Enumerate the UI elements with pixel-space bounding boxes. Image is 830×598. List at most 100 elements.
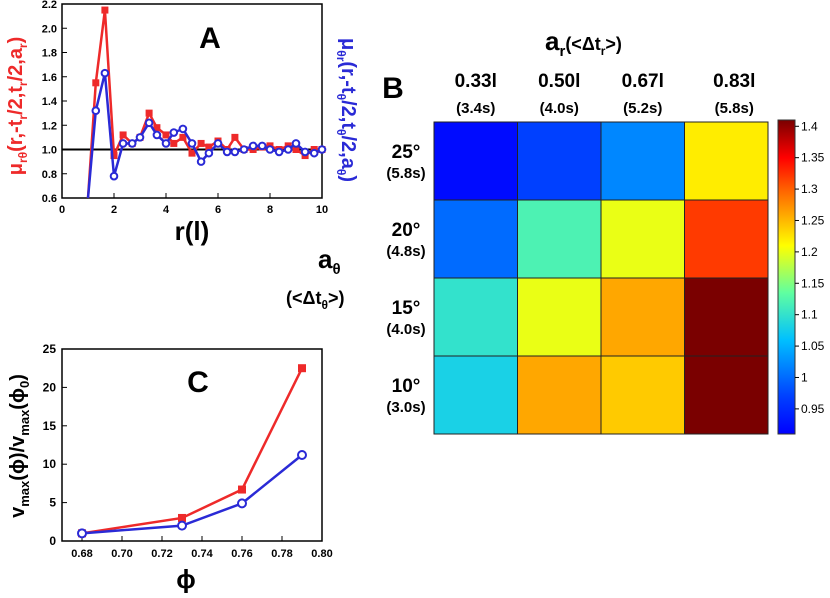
a-point-circle	[178, 124, 188, 134]
a-x-tick-label: 6	[215, 204, 221, 216]
ylabel-paren-open: (<Δt	[286, 288, 321, 308]
heatmap-cell	[600, 277, 685, 357]
c-y-tick-label: 0	[49, 534, 56, 548]
panel-c-x-ticks: 0.68 0.70 0.72 0.74 0.76 0.78 0.80	[71, 536, 333, 560]
column-label: 0.83l	[713, 71, 755, 92]
heatmap-cell	[433, 277, 518, 357]
ylabel-right-sub4: θ	[334, 169, 348, 176]
heatmap-cell	[684, 121, 769, 201]
row-sublabel: (4.0s)	[386, 321, 425, 338]
a-x-tick-label: 4	[163, 204, 170, 216]
c-series-line-1	[81, 454, 303, 535]
c-y-tick-label: 20	[43, 380, 57, 394]
panel-b: B ar(<Δtr>) aθ (<Δtθ>) 0.33l(3.4s)0.50l(…	[286, 26, 825, 435]
panel-a-series	[86, 6, 327, 199]
a-y-tick-label: 0.6	[42, 193, 57, 205]
column-sublabel: (4.0s)	[540, 100, 579, 117]
panel-b-cells	[433, 121, 769, 435]
heatmap-cell	[517, 199, 602, 279]
a-point-circle	[274, 147, 284, 157]
c-y-tick-label: 25	[43, 342, 57, 356]
heatmap-cell	[600, 121, 685, 201]
a-point-circle	[309, 148, 319, 158]
panel-b-row-labels: 25° (5.8s) 20° (4.8s) 15° (4.0s) 10° (3.0s)	[386, 142, 425, 416]
ylabel-left-base: μ	[5, 163, 27, 175]
c-ylabel-v1: v	[7, 506, 29, 518]
a-point-circle	[317, 145, 327, 154]
a-point-square	[292, 146, 300, 153]
a-point-square	[188, 149, 196, 157]
c-point-circle	[77, 528, 87, 539]
a-y-tick-label: 1.6	[42, 72, 57, 84]
xlabel-sub: r	[559, 43, 565, 60]
a-point-circle	[169, 128, 179, 137]
a-point-circle	[265, 145, 275, 154]
row-label: 10°	[392, 376, 421, 397]
a-y-tick-label: 2.0	[42, 23, 57, 35]
panel-c-y-ticks: 0 5 10 15 20 25	[43, 342, 67, 548]
c-ylabel-a1: (ϕ)/v	[7, 435, 29, 481]
a-y-tick-label: 0.8	[42, 169, 57, 181]
column-label: 0.50l	[538, 71, 580, 92]
a-point-circle	[152, 130, 162, 140]
row-label: 25°	[392, 142, 421, 163]
ylabel-right-rest2: /2,a	[337, 136, 359, 170]
a-point-square	[197, 139, 205, 147]
xlabel-paren-sub: r	[601, 44, 606, 58]
a-y-tick-label: 1.8	[42, 48, 57, 60]
a-point-circle	[187, 139, 197, 148]
heatmap-cell	[433, 199, 518, 279]
column-sublabel: (5.8s)	[715, 100, 754, 117]
ylabel-base: a	[318, 244, 333, 274]
panel-a-y-label-left: μrθ(r,-tr/2,tr/2,ar)	[5, 37, 30, 176]
a-point-circle	[127, 139, 137, 148]
xlabel-paren-close: >)	[605, 34, 622, 54]
a-point-circle	[144, 118, 154, 128]
colorbar-tick-label: 1	[801, 370, 808, 384]
ylabel-right-close: )	[337, 175, 359, 182]
ylabel-right-base: μ	[337, 38, 359, 50]
a-series-line-0	[86, 9, 322, 199]
a-x-tick-label: 2	[111, 204, 117, 216]
panel-a-y-label-right: μθr(r,-tθ/2,tθ/2,aθ)	[334, 38, 359, 182]
c-x-tick-label: 0.78	[271, 548, 292, 560]
a-point-circle	[91, 106, 101, 115]
ylabel-left-args: (r,-t	[5, 119, 27, 152]
a-point-square	[179, 133, 187, 141]
c-ylabel-a2: (ϕ	[7, 388, 29, 410]
a-point-square	[170, 139, 178, 147]
colorbar-tick-label: 1.1	[801, 308, 818, 322]
colorbar-tick-label: 1.15	[801, 276, 825, 290]
a-y-tick-label: 1.0	[42, 145, 57, 157]
heatmap-cell	[600, 199, 685, 279]
c-ylabel-s1: max	[17, 480, 32, 507]
colorbar-tick-label: 1.2	[801, 245, 818, 259]
colorbar-tick-label: 1.4	[801, 119, 818, 133]
c-point-circle	[177, 520, 187, 531]
panel-a-x-label: r(l)	[175, 216, 210, 246]
c-point-circle	[237, 498, 247, 509]
c-x-tick-label: 0.80	[311, 548, 332, 560]
colorbar-tick-label: 0.95	[801, 402, 825, 416]
c-ylabel-s3: 0	[17, 381, 32, 388]
xlabel-base: a	[545, 26, 560, 56]
panel-a: 0.60.81.01.21.41.61.82.02.2 0 2 4 6 8 10 A r(…	[5, 0, 359, 246]
ylabel-sub: θ	[332, 261, 340, 278]
panel-a-y-ticks: 0.6 0.8 1.0 1.2 1.4 1.6 1.8 2.0 2.2	[42, 0, 67, 205]
a-point-circle	[291, 139, 301, 148]
a-point-square	[119, 131, 127, 139]
colorbar-tick-label: 1.35	[801, 151, 825, 165]
ylabel-left-sub4: r	[16, 43, 30, 48]
c-series-line-0	[81, 367, 304, 535]
c-x-tick-label: 0.72	[151, 548, 172, 560]
heatmap-cell	[684, 199, 769, 279]
a-point-circle	[248, 141, 258, 151]
row-sublabel: (4.8s)	[386, 243, 425, 260]
a-series-line-1	[86, 72, 323, 199]
panel-a-letter: A	[199, 22, 221, 55]
ylabel-paren-close: >)	[328, 288, 345, 308]
heatmap-cell	[684, 277, 769, 357]
panel-c-y-label: vmax(ϕ)/vmax(ϕ0)	[7, 374, 32, 518]
a-point-circle	[213, 139, 223, 148]
